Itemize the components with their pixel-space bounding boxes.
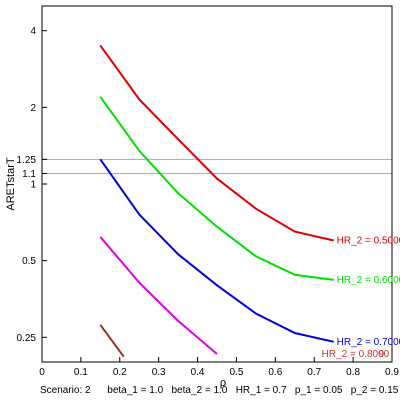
y-tick-label-3: 1.1 bbox=[22, 169, 36, 180]
series-label-overlap-digit: 9 bbox=[379, 349, 385, 360]
x-tick-label-1: 0.1 bbox=[74, 367, 88, 378]
x-axis-label: ρ bbox=[220, 377, 226, 389]
plot-area: 0 0.1 0.2 0.3 0.4 0.5 0.6 0.7 0.8 0.9 0.25 0.5 11.1 1… bbox=[17, 5, 400, 378]
x-tick-label-2: 0.2 bbox=[113, 367, 127, 378]
y-tick-label-1: 0.5 bbox=[22, 256, 36, 267]
y-tick-label-5: 2 bbox=[30, 103, 36, 114]
series-line-0 bbox=[99, 44, 334, 242]
x-tick-label-4: 0.4 bbox=[191, 367, 205, 378]
x-tick-label-8: 0.8 bbox=[346, 367, 360, 378]
x-tick-label-6: 0.6 bbox=[268, 367, 282, 378]
x-tick-label-9: 0.9 bbox=[385, 367, 399, 378]
series-label-2: HR_2 = 0.7000 bbox=[337, 337, 400, 348]
y-axis-label: ARETstarT bbox=[5, 157, 17, 210]
x-tick-label-0: 0 bbox=[39, 367, 45, 378]
series-line-3 bbox=[99, 236, 218, 355]
series-label-0: HR_2 = 0.5000 bbox=[337, 235, 400, 246]
x-tick-label-5: 0.5 bbox=[229, 367, 243, 378]
series-line-2 bbox=[99, 158, 334, 343]
y-tick-label-2: 1 bbox=[30, 180, 36, 191]
series-line-1 bbox=[99, 96, 334, 281]
series-line-4 bbox=[99, 324, 125, 358]
x-tick-label-7: 0.7 bbox=[307, 367, 321, 378]
scenario-text: Scenario: 2 beta_1 = 1.0 beta_2 = 1.0 HR… bbox=[40, 385, 399, 396]
x-tick-label-3: 0.3 bbox=[152, 367, 166, 378]
y-tick-label-4: 1.25 bbox=[17, 155, 37, 166]
series-label-1: HR_2 = 0.6000 bbox=[337, 275, 400, 286]
series-label-overlap: HR_2 = 0.8000 bbox=[322, 349, 390, 360]
y-tick-label-0: 0.25 bbox=[17, 333, 37, 344]
y-tick-label-6: 4 bbox=[30, 26, 36, 37]
